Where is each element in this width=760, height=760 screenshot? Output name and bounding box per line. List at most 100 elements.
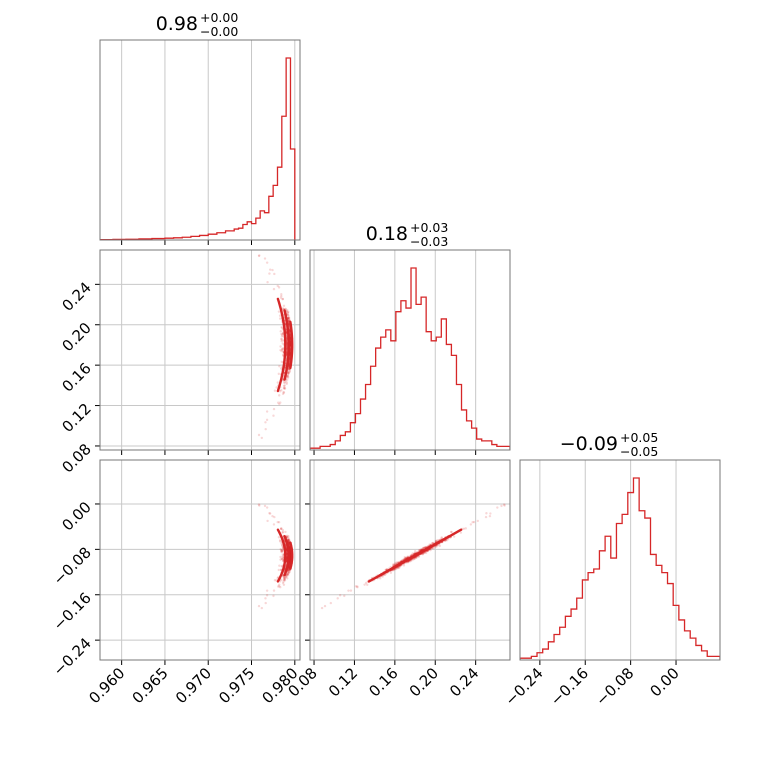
sample-point: [435, 539, 439, 542]
sample-point: [282, 576, 286, 580]
sample-point: [287, 316, 290, 320]
sample-point: [280, 557, 284, 561]
sample-point: [282, 386, 286, 390]
sample-point: [272, 407, 276, 411]
sample-point: [287, 370, 290, 374]
sample-point: [280, 339, 283, 343]
sample-point: [280, 578, 283, 582]
panel-frame: [309, 249, 511, 451]
sample-point: [280, 527, 283, 530]
sample-point: [283, 381, 286, 384]
histogram-title: 0.98: [156, 13, 198, 35]
sample-point: [265, 594, 269, 597]
y-tick-label: −0.24: [50, 634, 95, 679]
sample-point: [476, 519, 480, 523]
title-superscript: +0.05: [620, 430, 658, 445]
sample-point: [285, 381, 288, 384]
sample-point: [279, 586, 282, 589]
sample-point: [411, 552, 414, 555]
x-tick-label: 0.24: [446, 664, 482, 700]
sample-point: [404, 557, 407, 560]
sample-point: [281, 307, 285, 310]
sample-point: [265, 589, 269, 592]
sample-point: [272, 287, 276, 291]
sample-point: [280, 542, 283, 545]
sample-point: [415, 556, 418, 559]
sample-point: [278, 540, 282, 543]
sample-point: [409, 554, 413, 557]
sample-point: [281, 333, 284, 336]
histogram-step: [520, 477, 720, 660]
contour-line: [276, 528, 287, 583]
sample-point: [279, 348, 282, 352]
sample-point: [452, 535, 456, 538]
sample-point: [281, 392, 285, 396]
sample-point: [395, 561, 399, 564]
sample-point: [417, 555, 420, 558]
sample-point: [287, 571, 291, 575]
sample-point: [281, 553, 284, 557]
sample-point: [280, 349, 283, 353]
panel-frame: [309, 459, 511, 661]
sample-point: [449, 530, 453, 534]
sample-point: [354, 585, 358, 588]
sample-point: [422, 546, 425, 550]
panel-p2: 0.18 +0.03−0.03: [309, 220, 511, 455]
sample-point: [320, 606, 324, 610]
sample-point: [287, 570, 290, 574]
sample-point: [275, 386, 278, 389]
sample-point: [496, 506, 499, 509]
x-tick-label: 0.20: [406, 664, 442, 700]
title-superscript: +0.00: [200, 10, 238, 25]
sample-point: [272, 414, 275, 417]
sample-point: [421, 552, 425, 555]
sample-point: [288, 370, 291, 374]
sample-point: [287, 316, 291, 319]
sample-point: [413, 557, 416, 560]
sample-point: [279, 555, 282, 559]
sample-point: [422, 546, 425, 550]
sample-point: [440, 536, 443, 539]
sample-point: [280, 332, 283, 336]
sample-point: [286, 573, 290, 577]
sample-point: [347, 589, 350, 592]
contour-levels: [367, 528, 463, 583]
contour-line: [283, 534, 290, 577]
sample-point: [389, 571, 393, 575]
sample-point: [392, 563, 395, 566]
sample-point: [471, 521, 474, 524]
sample-point: [279, 367, 283, 370]
sample-point: [287, 310, 290, 314]
sample-point: [402, 558, 406, 561]
sample-point: [401, 558, 404, 562]
sample-point: [278, 585, 281, 588]
sample-point: [287, 371, 290, 375]
sample-point: [281, 555, 284, 559]
sample-point: [432, 546, 435, 550]
sample-point: [279, 296, 283, 299]
title-subscript: −0.05: [620, 444, 658, 459]
sample-point: [286, 375, 290, 378]
sample-point: [266, 519, 269, 523]
sample-point: [264, 601, 267, 605]
sample-point: [489, 512, 492, 515]
sample-point: [287, 568, 291, 572]
sample-point: [286, 538, 290, 542]
panel-frame: [99, 249, 301, 451]
sample-point: [356, 585, 359, 588]
sample-point: [272, 523, 276, 526]
sample-point: [356, 586, 359, 589]
y-tick-label: 0.24: [58, 278, 94, 314]
sample-point: [418, 549, 422, 552]
sample-point: [395, 567, 399, 570]
sample-point: [424, 545, 427, 549]
panel-frame: [99, 39, 301, 241]
sample-point: [500, 504, 503, 508]
sample-point: [280, 293, 283, 296]
sample-point: [287, 540, 290, 543]
sample-point: [283, 577, 286, 580]
sample-point: [402, 564, 406, 567]
sample-point: [286, 577, 289, 580]
panel-p0: 0.98 +0.00−0.00: [99, 10, 301, 245]
sample-point: [268, 272, 271, 275]
